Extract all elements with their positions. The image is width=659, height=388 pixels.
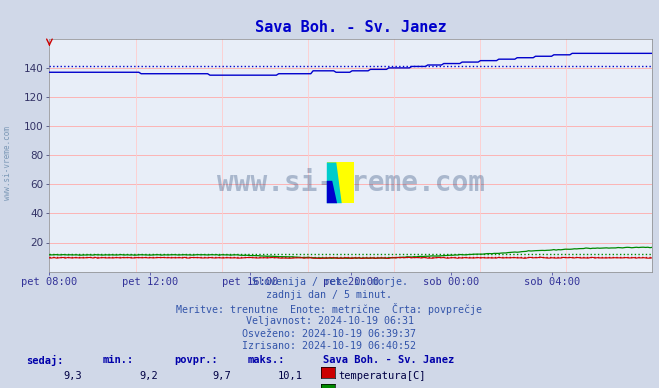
Text: povpr.:: povpr.: — [175, 355, 218, 365]
Polygon shape — [327, 181, 337, 203]
Bar — [327, 163, 354, 203]
Text: Meritve: trenutne  Enote: metrične  Črta: povprečje: Meritve: trenutne Enote: metrične Črta: … — [177, 303, 482, 315]
Text: sedaj:: sedaj: — [26, 355, 64, 366]
Text: temperatura[C]: temperatura[C] — [338, 371, 426, 381]
Text: 9,3: 9,3 — [64, 371, 82, 381]
Text: Veljavnost: 2024-10-19 06:31: Veljavnost: 2024-10-19 06:31 — [246, 316, 413, 326]
Polygon shape — [327, 163, 342, 203]
Text: 10,1: 10,1 — [278, 371, 303, 381]
Text: maks.:: maks.: — [247, 355, 285, 365]
Text: www.si-vreme.com: www.si-vreme.com — [217, 169, 485, 197]
Text: Izrisano: 2024-10-19 06:40:52: Izrisano: 2024-10-19 06:40:52 — [243, 341, 416, 352]
Text: Osveženo: 2024-10-19 06:39:37: Osveženo: 2024-10-19 06:39:37 — [243, 329, 416, 339]
Title: Sava Boh. - Sv. Janez: Sava Boh. - Sv. Janez — [255, 20, 447, 35]
Text: www.si-vreme.com: www.si-vreme.com — [3, 126, 13, 200]
Text: min.:: min.: — [102, 355, 133, 365]
Text: zadnji dan / 5 minut.: zadnji dan / 5 minut. — [266, 290, 393, 300]
Text: Sava Boh. - Sv. Janez: Sava Boh. - Sv. Janez — [323, 355, 454, 365]
Text: 9,2: 9,2 — [140, 371, 158, 381]
Text: 9,7: 9,7 — [212, 371, 231, 381]
Text: Slovenija / reke in morje.: Slovenija / reke in morje. — [252, 277, 407, 288]
